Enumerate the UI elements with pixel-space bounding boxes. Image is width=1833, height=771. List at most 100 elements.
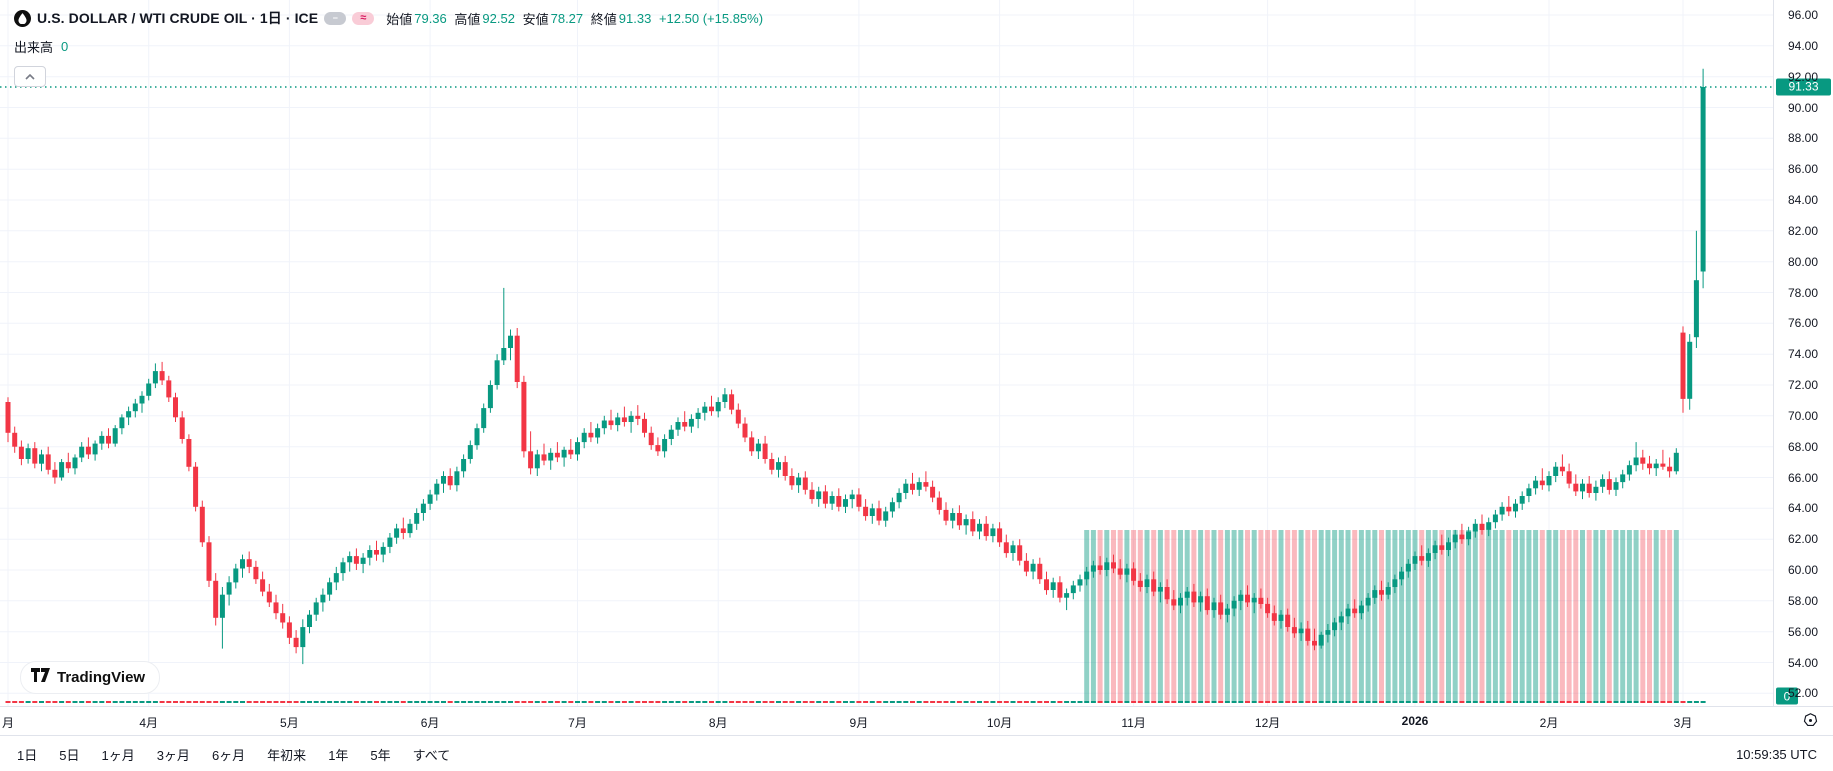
legend-collapse-button[interactable] (14, 66, 46, 87)
candle-body (353, 556, 359, 564)
volume-baseline-dash (193, 701, 199, 703)
volume-baseline-dash (1667, 701, 1673, 703)
volume-bar (1432, 530, 1438, 701)
candle-body (119, 417, 125, 429)
range-button-8[interactable]: 5年 (361, 741, 399, 768)
candle-body (1224, 608, 1230, 615)
price-axis[interactable]: 91.33 0 96.00 94.00 92.00 90.00 88.00 86.00 84… (1773, 0, 1833, 706)
low-label: 安値 (522, 11, 549, 27)
candle-body (132, 403, 138, 412)
volume-baseline-dash (400, 701, 406, 703)
volume-baseline-dash (18, 701, 24, 703)
candle-body (179, 417, 185, 439)
volume-baseline-dash (816, 701, 822, 703)
candle-body (648, 432, 654, 446)
volume-baseline-dash (1338, 701, 1344, 703)
candle-body (159, 371, 165, 381)
candle-body (1178, 597, 1183, 606)
time-axis[interactable]: 月 4月 5月 6月 7月 8月 9月 10月 11月 12月 2026 2月 3月 (0, 706, 1833, 736)
volume-baseline-dash (769, 701, 775, 703)
volume-baseline-dash (1526, 701, 1532, 703)
candle-body (1452, 534, 1458, 543)
volume-baseline-dash (943, 701, 949, 703)
range-button-4[interactable]: 3ヶ月 (148, 741, 199, 768)
volume-baseline-dash (300, 701, 306, 703)
open-label: 始値 (386, 11, 413, 27)
volume-baseline-dash (226, 701, 232, 703)
symbol-title[interactable]: U.S. DOLLAR / WTI CRUDE OIL · 1日 · ICE (37, 10, 319, 26)
candlestick-chart[interactable] (0, 0, 1773, 706)
candle-body (1526, 488, 1532, 496)
volume-bar (1439, 530, 1445, 701)
candle-body (454, 471, 460, 486)
volume-bar (1446, 530, 1451, 701)
candle-body (930, 486, 936, 498)
volume-baseline-dash (628, 701, 634, 703)
candle-body (347, 556, 353, 563)
volume-baseline-dash (1305, 701, 1311, 703)
volume-bar (1198, 530, 1204, 701)
volume-bar (1157, 530, 1163, 701)
volume-baseline-dash (1700, 701, 1706, 703)
volume-baseline-dash (541, 701, 547, 703)
volume-baseline-dash (1352, 701, 1358, 703)
volume-baseline-dash (1104, 701, 1110, 703)
range-button-9[interactable]: すべて (404, 741, 460, 768)
volume-baseline-dash (1291, 701, 1297, 703)
volume-baseline-dash (575, 701, 580, 703)
volume-baseline-dash (1492, 701, 1498, 703)
volume-baseline-dash (1044, 701, 1049, 703)
volume-bar (1090, 530, 1096, 701)
candle-body (387, 537, 393, 547)
volume-bar (1673, 530, 1679, 701)
candle-body (1613, 482, 1619, 490)
candle-body (1439, 545, 1445, 550)
volume-baseline-dash (92, 701, 98, 703)
volume-baseline-dash (1258, 701, 1264, 703)
volume-baseline-dash (320, 701, 326, 703)
candle-body (1432, 545, 1438, 553)
volume-bar (1633, 530, 1639, 701)
candle-body (896, 492, 902, 503)
range-button-6[interactable]: 年初来 (258, 741, 315, 768)
candle-body (481, 408, 487, 429)
time-tick-label: 2026 (1401, 714, 1429, 728)
market-status-dash-icon[interactable]: − (324, 11, 347, 25)
volume-baseline-dash (889, 701, 895, 703)
range-button-3[interactable]: 1ヶ月 (92, 741, 143, 768)
volume-baseline-dash (668, 701, 674, 703)
candle-body (809, 489, 815, 500)
price-tick-label: 96.00 (1788, 8, 1819, 22)
range-button-7[interactable]: 1年 (319, 741, 357, 768)
candle-body (963, 519, 969, 526)
volume-baseline-dash (561, 701, 567, 703)
candle-body (1472, 523, 1478, 532)
tradingview-logo[interactable]: TradingView (20, 661, 161, 694)
volume-baseline-dash (528, 701, 534, 703)
volume-label[interactable]: 出来高 (14, 40, 54, 55)
range-button-2[interactable]: 5日 (50, 741, 88, 768)
candle-body (1084, 571, 1090, 580)
utc-clock[interactable]: 10:59:35 UTC (1736, 746, 1817, 762)
candle-body (360, 557, 366, 564)
candle-body (1245, 594, 1250, 603)
candle-body (39, 454, 44, 464)
range-button-5[interactable]: 6ヶ月 (203, 741, 254, 768)
candle-body (286, 622, 292, 638)
candle-body (1653, 463, 1659, 469)
range-button-1[interactable]: 1日 (8, 741, 46, 768)
candle-body (240, 559, 245, 569)
candle-body (662, 439, 668, 452)
market-status-delayed-icon[interactable]: ≈ (352, 11, 375, 25)
volume-baseline-dash (1057, 701, 1063, 703)
volume-baseline-dash (1251, 701, 1257, 703)
candle-body (628, 415, 634, 422)
candle-body (367, 550, 373, 558)
candle-body (621, 417, 627, 422)
candle-body (246, 559, 252, 567)
price-tick-label: 54.00 (1788, 655, 1819, 670)
gear-icon[interactable] (1802, 712, 1819, 732)
volume-baseline-dash (1030, 701, 1036, 703)
volume-baseline-dash (1425, 701, 1431, 703)
volume-baseline-dash (997, 701, 1003, 703)
